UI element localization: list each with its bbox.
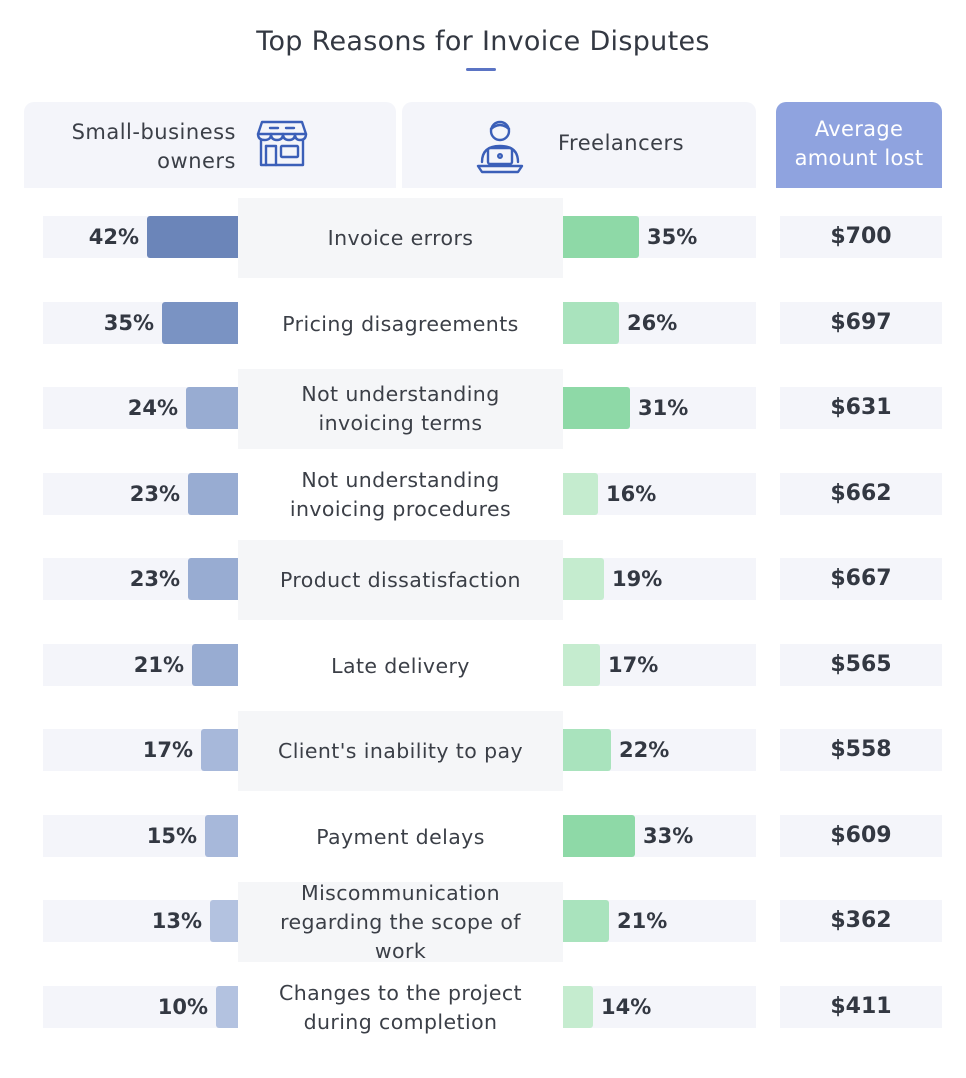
average-amount-value: $631 [780,387,942,429]
header-average-line2: amount lost [794,146,924,170]
small-business-row-bg [43,900,238,942]
freelancers-bar [563,473,598,515]
small-business-value-label: 15% [146,824,197,848]
small-business-value-label: 21% [133,653,184,677]
header-small-business-line1: Small-business [71,120,236,144]
header-small-business: Small-business owners [24,102,396,188]
freelancer-laptop-icon [476,120,524,174]
freelancers-bar [563,900,609,942]
freelancers-bar [563,815,635,857]
reason-label: Invoice errors [238,198,563,278]
small-business-value-label: 24% [127,396,178,420]
small-business-bar [210,900,238,942]
small-business-value-label: 23% [129,567,180,591]
freelancers-bar [563,644,600,686]
header-small-business-label: Small-business owners [72,118,236,176]
reason-label: Product dissatisfaction [238,540,563,620]
storefront-icon [256,120,308,167]
small-business-value-label: 42% [88,225,139,249]
freelancers-bar [563,729,611,771]
freelancers-value-label: 19% [612,567,663,591]
reason-label: Payment delays [316,824,485,849]
small-business-value-label: 35% [103,311,154,335]
header-average-line1: Average [814,117,904,141]
small-business-bar [216,986,238,1028]
small-business-row-bg [43,986,238,1028]
small-business-bar [205,815,238,857]
average-amount-value: $558 [780,729,942,771]
chart-title: Top Reasons for Invoice Disputes [256,26,710,57]
small-business-bar [192,644,238,686]
freelancers-bar [563,302,619,344]
average-amount-value: $609 [780,815,942,857]
freelancers-value-label: 16% [606,482,657,506]
average-amount-value: $411 [780,986,942,1028]
small-business-value-label: 13% [151,909,202,933]
freelancers-value-label: 14% [601,995,652,1019]
small-business-value-label: 17% [142,738,193,762]
freelancers-value-label: 35% [647,225,698,249]
average-amount-value: $362 [780,900,942,942]
small-business-value-label: 23% [129,482,180,506]
average-amount-value: $700 [780,216,942,258]
header-freelancers-label: Freelancers [558,131,685,155]
small-business-bar [188,558,238,600]
freelancers-value-label: 17% [608,653,659,677]
header-average-amount-lost: Average amount lost [776,102,942,188]
small-business-bar [201,729,238,771]
average-amount-value: $662 [780,473,942,515]
freelancers-row-bg [563,986,756,1028]
header-freelancers: Freelancers [402,102,756,188]
reason-label: Not understanding invoicing terms [238,369,563,449]
reason-label: Pricing disagreements [282,311,519,336]
small-business-value-label: 10% [157,995,208,1019]
average-amount-value: $697 [780,302,942,344]
reason-label: Late delivery [331,653,470,678]
header-average-label: Average amount lost [776,115,942,173]
freelancers-bar [563,558,604,600]
freelancers-bar [563,986,593,1028]
reason-label: Changes to the project during completion [279,981,522,1034]
freelancers-value-label: 33% [643,824,694,848]
freelancers-value-label: 21% [617,909,668,933]
title-accent-line [466,68,496,71]
freelancers-bar [563,216,639,258]
reason-label: Client's inability to pay [238,711,563,791]
freelancers-value-label: 22% [619,738,670,762]
average-amount-value: $565 [780,644,942,686]
average-amount-value: $667 [780,558,942,600]
reason-label: Miscommunication regarding the scope of … [238,881,563,963]
small-business-bar [188,473,238,515]
reason-label: Not understanding invoicing procedures [289,468,512,521]
freelancers-bar [563,387,630,429]
small-business-bar [147,216,238,258]
freelancers-value-label: 31% [638,396,689,420]
small-business-bar [186,387,238,429]
freelancers-value-label: 26% [627,311,678,335]
small-business-bar [162,302,238,344]
header-small-business-line2: owners [157,149,236,173]
